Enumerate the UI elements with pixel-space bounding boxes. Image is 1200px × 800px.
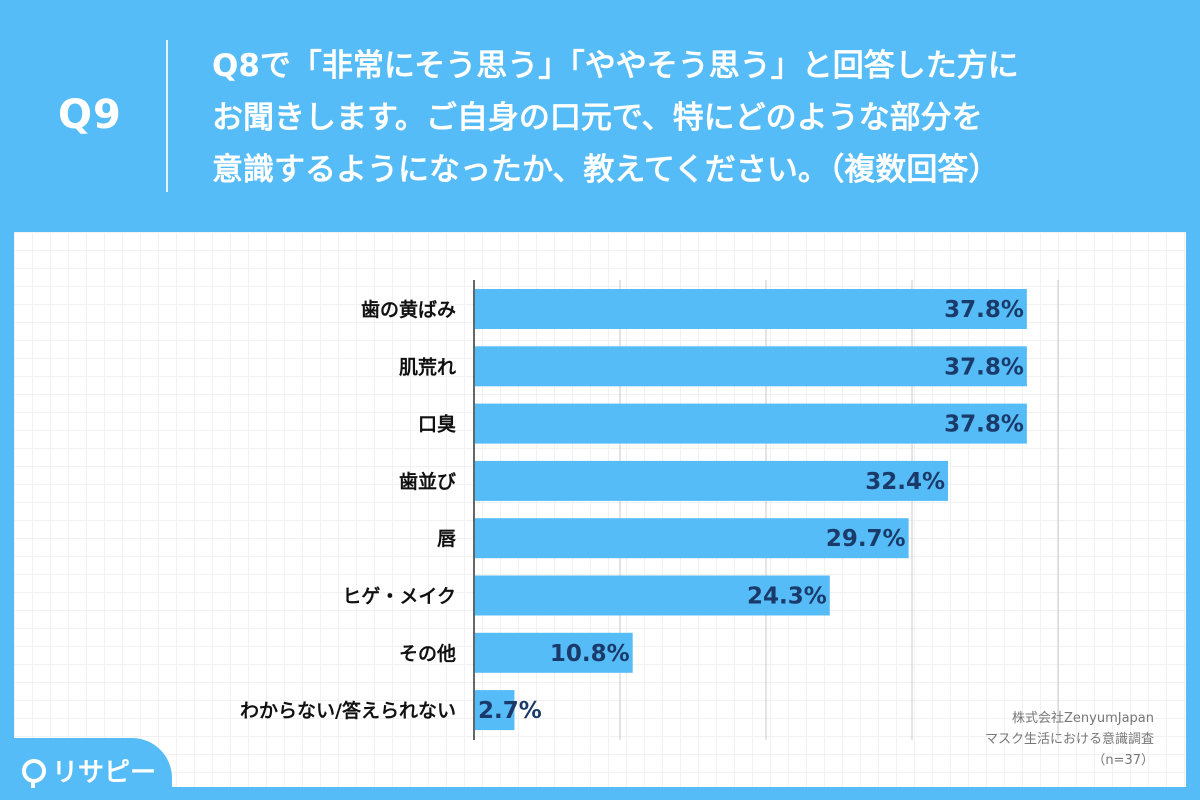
bar xyxy=(475,632,633,673)
category-label: 歯並び xyxy=(399,470,456,493)
header-divider xyxy=(166,40,168,192)
value-label: 37.8% xyxy=(944,354,1024,380)
category-label: 唇 xyxy=(437,528,456,550)
header: Q9 Q8で「非常にそう思う」「ややそう思う」と回答した方に お聞きします。ご自… xyxy=(0,0,1200,232)
value-label: 32.4% xyxy=(865,469,945,495)
credit-company: 株式会社ZenyumJapan xyxy=(1012,711,1154,726)
value-label: 29.7% xyxy=(826,526,906,552)
category-label: 肌荒れ xyxy=(399,355,456,378)
value-label: 37.8% xyxy=(944,412,1024,438)
value-label: 10.8% xyxy=(550,641,630,667)
pin-icon xyxy=(22,758,46,788)
category-label: その他 xyxy=(399,642,456,665)
value-label: 2.7% xyxy=(478,698,542,724)
bar xyxy=(475,575,830,616)
value-label: 37.8% xyxy=(944,297,1024,323)
logo-text: リサピー xyxy=(52,758,157,788)
question-text: Q8で「非常にそう思う」「ややそう思う」と回答した方に お聞きします。ご自身の口… xyxy=(212,40,1172,196)
question-number: Q9 xyxy=(58,92,122,138)
bar xyxy=(475,289,1027,329)
bar xyxy=(475,460,949,501)
question-line-3: 意識するようになったか、教えてください。（複数回答） xyxy=(212,152,1000,188)
logo-tab: リサピー xyxy=(0,738,172,800)
category-label: 口臭 xyxy=(418,413,456,436)
question-line-1: Q8で「非常にそう思う」「ややそう思う」と回答した方に xyxy=(212,48,1019,84)
bar-chart: 歯の黄ばみ 37.8% 肌荒れ 37.8% 口臭 37.8% 歯並び 32.4% 唇 29.7% ヒ… xyxy=(240,280,1059,740)
credit-survey: マスク生活における意識調査 xyxy=(984,732,1154,747)
value-label: 24.3% xyxy=(747,584,827,610)
credit-sample: （n=37） xyxy=(1092,753,1154,768)
bar xyxy=(475,403,1027,444)
logo: リサピー xyxy=(22,752,156,789)
category-label: わからない/答えられない xyxy=(240,699,456,722)
credit: 株式会社ZenyumJapan マスク生活における意識調査 （n=37） xyxy=(985,708,1154,771)
question-line-2: お聞きします。ご自身の口元で、特にどのような部分を xyxy=(212,100,983,136)
bar xyxy=(475,518,909,559)
category-label: ヒゲ・メイク xyxy=(342,586,456,608)
bar xyxy=(475,690,515,731)
category-label: 歯の黄ばみ xyxy=(361,298,456,321)
bar xyxy=(475,346,1027,387)
chart-panel: 歯の黄ばみ 37.8% 肌荒れ 37.8% 口臭 37.8% 歯並び 32.4% 唇 29.7% ヒ… xyxy=(14,232,1186,787)
